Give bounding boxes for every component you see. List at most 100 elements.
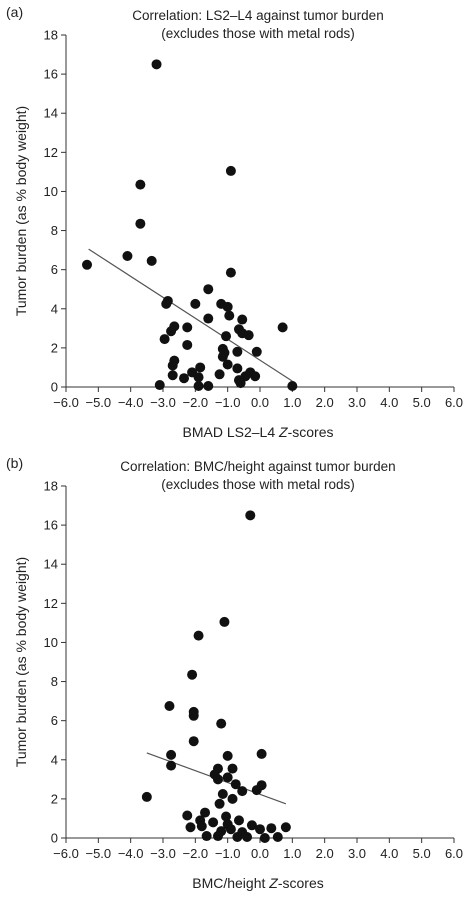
data-point [135,179,146,190]
data-point [161,298,172,309]
data-point [221,811,232,822]
data-point [193,630,204,641]
data-point [166,749,177,760]
data-point [256,780,267,791]
data-point [243,330,254,341]
panel-label: (b) [6,455,23,471]
x-tick-label: 5.0 [413,395,431,410]
data-point [272,832,283,843]
data-point [187,669,198,680]
y-tick-label: 10 [44,635,58,650]
data-point [159,334,170,345]
y-tick-label: 0 [51,831,58,846]
x-tick-label: −2.0 [182,395,208,410]
chart-panel-b: (b) Correlation: BMC/height against tumo… [0,451,464,902]
axes: 0 2 4 6 8 10 12 14 16 18 −6.0 −5.0 −4.0 −3.0 −2.0 −1.0 0… [44,28,464,411]
data-point [182,339,193,350]
data-point [151,59,162,70]
data-point [141,791,152,802]
y-tick-label: 14 [44,557,58,572]
scatter-chart-a: (a) Correlation: LS2–L4 against tumor bu… [6,4,464,440]
x-tick-label: −3.0 [150,395,176,410]
points-group [141,510,291,843]
x-tick-label: 2.0 [316,846,334,861]
data-point [219,616,230,627]
data-point [179,373,190,384]
x-tick-label: 6.0 [445,395,463,410]
data-point [122,250,133,261]
y-tick-label: 12 [44,596,58,611]
x-tick-label: 5.0 [413,846,431,861]
data-point [164,701,175,711]
y-tick-label: 4 [51,752,58,767]
y-tick-label: 12 [44,145,58,160]
data-point [224,310,235,321]
x-tick-label: 2.0 [316,395,334,410]
y-tick-label: 8 [51,674,58,689]
x-tick-label: 4.0 [380,395,398,410]
x-tick-label: 3.0 [348,846,366,861]
y-tick-label: 4 [51,301,58,316]
x-tick-label: −1.0 [215,846,241,861]
data-point [188,736,199,747]
scatter-chart-b: (b) Correlation: BMC/height against tumo… [6,455,464,891]
data-point [225,165,236,176]
data-point [227,763,238,774]
data-point [216,718,227,729]
x-tick-label: −5.0 [85,846,111,861]
y-tick-label: 8 [51,223,58,238]
data-point [222,301,233,312]
data-point [222,359,233,370]
y-tick-label: 10 [44,184,58,199]
data-point [135,218,146,229]
data-point [201,831,212,842]
x-tick-label: 6.0 [445,846,463,861]
data-point [212,831,223,842]
data-point [203,313,214,324]
x-tick-label: −4.0 [118,395,144,410]
data-point [227,793,238,804]
data-point [217,789,228,799]
chart-title: Correlation: BMC/height against tumor bu… [120,459,395,474]
data-point [203,284,214,295]
data-point [232,363,243,374]
y-tick-label: 0 [51,380,58,395]
data-point [217,351,228,362]
data-point [182,810,193,821]
data-point [256,748,267,759]
y-tick-label: 16 [44,67,58,82]
data-point [193,372,204,383]
data-point [82,259,93,270]
data-point [225,824,236,835]
x-tick-label: −6.0 [53,846,79,861]
data-point [166,760,177,771]
data-point [225,267,236,278]
data-point [259,833,270,843]
points-group [82,59,298,392]
y-tick-label: 6 [51,713,58,728]
x-tick-label: 4.0 [380,846,398,861]
x-axis-title: BMAD LS2–L4 Z-scores [183,424,334,440]
data-point [203,381,214,392]
x-tick-label: −2.0 [182,846,208,861]
data-point [287,381,298,392]
data-point [154,380,165,391]
data-point [237,314,248,325]
y-tick-label: 14 [44,106,58,121]
x-tick-label: 0.0 [251,846,269,861]
y-tick-label: 2 [51,340,58,355]
data-point [266,823,277,834]
axes: 0 2 4 6 8 10 12 14 16 18 −6.0 −5.0 −4.0 −3.0 −2.0 −1.0 0… [44,479,464,862]
x-tick-label: 1.0 [283,395,301,410]
data-point [242,832,253,843]
data-point [182,322,193,333]
data-point [232,832,243,843]
data-point [196,821,207,832]
data-point [237,786,248,797]
y-axis-title: Tumor burden (as % body weight) [13,557,29,767]
data-point [245,510,256,521]
data-point [251,346,262,357]
data-point [190,298,201,309]
y-tick-label: 6 [51,262,58,277]
trendline-group [88,248,293,382]
